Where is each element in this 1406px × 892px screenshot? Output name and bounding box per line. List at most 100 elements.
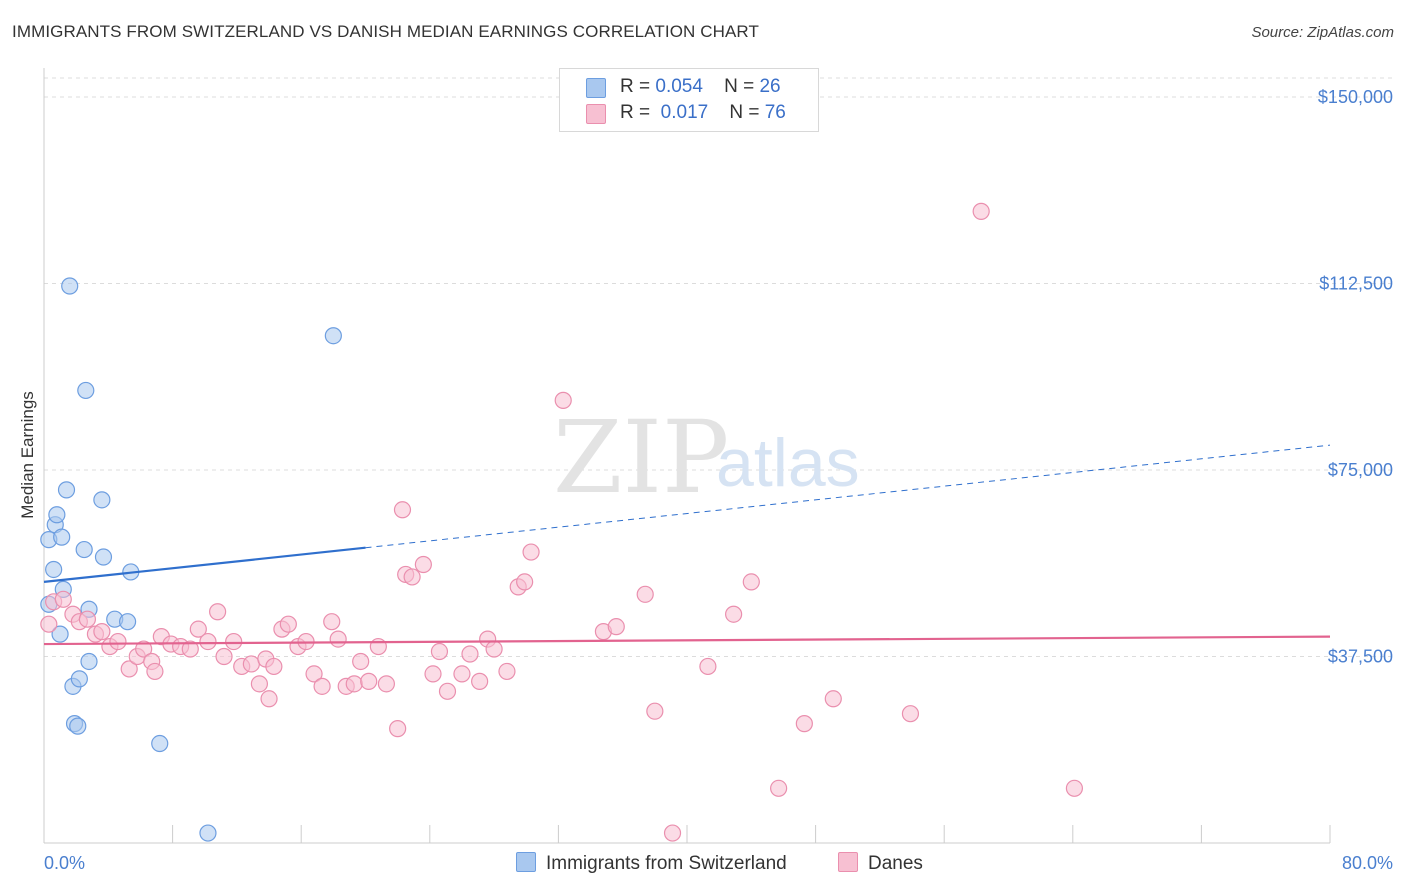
- legend-text-danes: R = 0.017 N = 76: [620, 102, 786, 124]
- danes-point: [901, 705, 920, 723]
- y-axis-title: Median Earnings: [18, 391, 37, 519]
- danes-point: [305, 665, 323, 683]
- switzerland-point: [45, 560, 63, 579]
- n-label: N =: [724, 76, 755, 97]
- danes-point: [485, 640, 503, 658]
- danes-point: [225, 632, 243, 651]
- bottom-swatch-blue: [516, 852, 536, 872]
- switzerland-point: [70, 670, 88, 688]
- danes-point: [554, 391, 572, 409]
- switzerland-point: [57, 481, 76, 499]
- y-tick-label: $37,500: [1328, 647, 1393, 667]
- danes-point: [93, 623, 111, 641]
- danes-point: [725, 605, 743, 623]
- danes-point: [109, 632, 127, 651]
- danes-point: [360, 672, 378, 690]
- danes-point: [607, 618, 625, 636]
- danes-point: [181, 640, 199, 658]
- danes-point: [40, 615, 58, 633]
- danes-point: [453, 665, 471, 683]
- watermark-zip: ZIP: [553, 399, 729, 516]
- danes-point: [471, 672, 489, 690]
- switzerland-trend-solid: [43, 546, 366, 583]
- danes-point: [135, 640, 153, 658]
- danes-point: [461, 645, 479, 663]
- danes-point: [329, 630, 347, 648]
- danes-point: [1065, 779, 1084, 797]
- r-value: 0.054: [655, 76, 703, 97]
- x-tick-label: 0.0%: [44, 853, 85, 873]
- bottom-legend-label: Immigrants from Switzerland: [546, 853, 787, 874]
- switzerland-trend-dashed: [365, 444, 1331, 549]
- danes-point: [352, 652, 370, 671]
- r-value: 0.017: [660, 102, 709, 123]
- danes-point: [189, 620, 207, 638]
- danes-point: [250, 675, 269, 693]
- r-label: R =: [620, 102, 651, 123]
- switzerland-point: [199, 824, 217, 842]
- danes-point: [972, 202, 990, 220]
- danes-point: [795, 715, 813, 733]
- bottom-legend-danes: Danes: [838, 852, 923, 875]
- danes-point: [377, 675, 395, 693]
- data-points: [40, 202, 1084, 842]
- r-label: R =: [620, 76, 651, 97]
- danes-point: [260, 690, 278, 708]
- legend-swatch-blue: [586, 78, 606, 98]
- switzerland-point: [77, 381, 95, 400]
- danes-point: [313, 677, 331, 695]
- danes-point: [323, 613, 341, 631]
- danes-point: [663, 824, 682, 842]
- switzerland-point: [51, 625, 69, 643]
- switzerland-point: [75, 540, 93, 559]
- n-label: N =: [729, 102, 760, 123]
- danes-point: [369, 637, 387, 656]
- danes-point: [438, 682, 457, 700]
- n-value: 76: [764, 102, 786, 123]
- watermark-atlas: atlas: [716, 425, 860, 501]
- danes-point: [209, 603, 227, 621]
- source-label: Source: ZipAtlas.com: [1251, 24, 1394, 41]
- danes-point: [742, 573, 760, 591]
- grid-lines: [44, 77, 1395, 657]
- danes-point: [242, 655, 260, 673]
- danes-point: [424, 665, 442, 683]
- switzerland-point: [48, 506, 66, 524]
- chart-title: IMMIGRANTS FROM SWITZERLAND VS DANISH ME…: [12, 22, 759, 41]
- switzerland-point: [80, 652, 98, 671]
- legend-swatch-pink: [586, 104, 606, 124]
- danes-point: [215, 647, 233, 666]
- switzerland-point: [69, 717, 87, 735]
- legend-text-switzerland: R = 0.054 N = 26: [620, 76, 781, 98]
- switzerland-point: [94, 548, 113, 566]
- switzerland-point: [93, 491, 111, 509]
- danes-point: [393, 501, 412, 519]
- danes-point: [430, 642, 449, 661]
- danes-point: [345, 675, 363, 693]
- n-value: 26: [759, 76, 781, 97]
- danes-point: [54, 590, 72, 608]
- danes-point: [646, 702, 664, 720]
- danes-point: [389, 720, 407, 738]
- switzerland-point: [151, 734, 169, 753]
- danes-point: [770, 779, 788, 797]
- switzerland-point: [61, 277, 79, 295]
- trend-lines: [43, 444, 1331, 646]
- danes-point: [498, 662, 516, 681]
- danes-point: [699, 657, 717, 676]
- danes-point: [522, 543, 540, 561]
- danes-point: [279, 615, 297, 633]
- bottom-swatch-pink: [838, 852, 858, 872]
- danes-point: [78, 610, 97, 628]
- danes-point: [414, 555, 432, 574]
- danes-point: [265, 657, 283, 676]
- danes-point: [146, 662, 164, 681]
- danes-point: [120, 660, 138, 678]
- danes-point: [824, 690, 842, 708]
- y-tick-label: $112,500: [1319, 274, 1393, 294]
- bottom-legend-switzerland: Immigrants from Switzerland: [516, 852, 787, 875]
- danes-point: [199, 632, 217, 651]
- y-tick-label: $150,000: [1318, 87, 1393, 107]
- danes-trend-line: [43, 635, 1331, 646]
